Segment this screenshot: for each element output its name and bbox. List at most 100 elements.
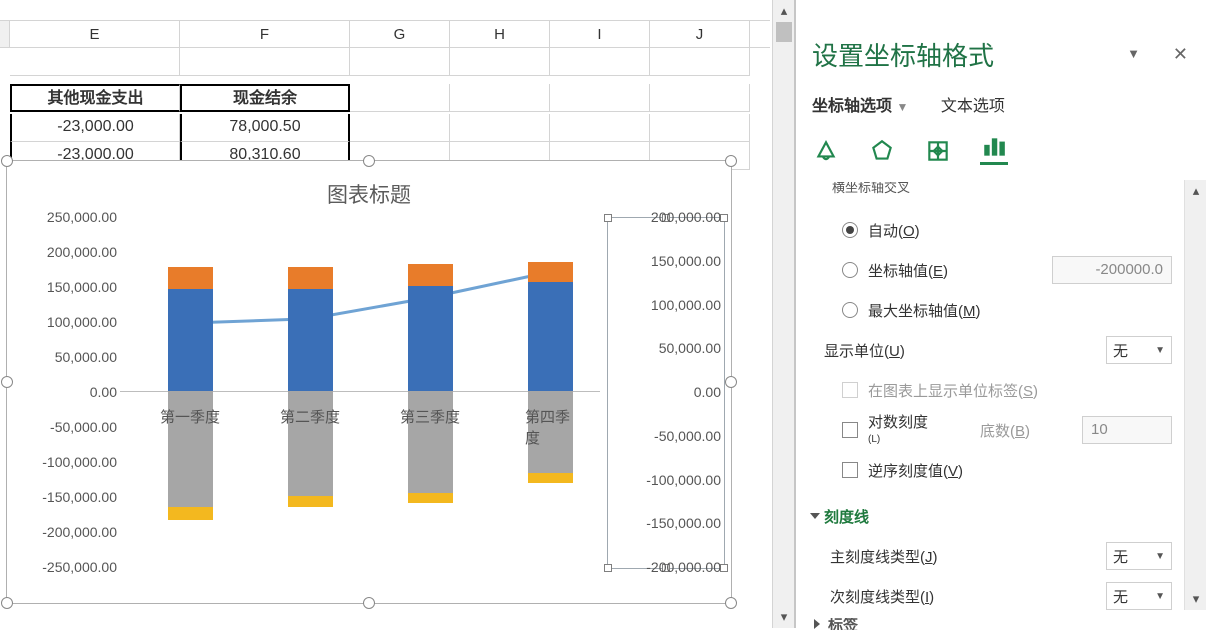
cell-header-other-cash[interactable]: 其他现金支出 <box>10 84 180 112</box>
axis-tick-label: -100,000.00 <box>617 472 721 488</box>
fill-line-icon[interactable] <box>812 137 840 165</box>
chart-resize-handle[interactable] <box>725 597 737 609</box>
col-header-J[interactable]: J <box>650 21 750 47</box>
checkbox-reverse-order[interactable] <box>842 462 858 478</box>
bar-yellow[interactable] <box>168 507 213 521</box>
major-tick-dropdown[interactable]: 无▼ <box>1106 542 1172 570</box>
bar-orange[interactable] <box>408 264 453 286</box>
major-tick-label: 主刻度线类型(J) <box>830 546 938 567</box>
radio-max-axis-value-label: 最大坐标轴值(M) <box>868 300 981 321</box>
axis-tick-label: 200,000.00 <box>617 209 721 225</box>
cell[interactable] <box>550 48 650 76</box>
bar-blue[interactable] <box>408 286 453 391</box>
section-tick-marks[interactable]: 刻度线 <box>824 506 869 527</box>
scroll-thumb[interactable] <box>776 22 792 42</box>
selection-handle[interactable] <box>604 214 612 222</box>
bar-yellow[interactable] <box>528 473 573 483</box>
bar-orange[interactable] <box>528 262 573 282</box>
cell[interactable] <box>550 114 650 142</box>
scroll-up-icon[interactable]: ▴ <box>773 0 795 22</box>
secondary-y-axis[interactable]: 200,000.00 150,000.00 100,000.00 50,000.… <box>617 217 721 567</box>
pane-body: 自动(O) 坐标轴值(E) -200000.0 最大坐标轴值(M) 显示单位(U… <box>812 210 1172 630</box>
pane-close-icon[interactable]: ✕ <box>1173 44 1188 65</box>
tab-text-options[interactable]: 文本选项 <box>941 92 1005 116</box>
checkbox-log-scale[interactable] <box>842 422 858 438</box>
pane-title: 设置坐标轴格式 <box>812 36 994 73</box>
bar-yellow[interactable] <box>288 496 333 506</box>
chart-resize-handle[interactable] <box>1 155 13 167</box>
chart-plot-area[interactable] <box>120 221 600 561</box>
effects-icon[interactable] <box>868 137 896 165</box>
display-units-dropdown[interactable]: 无▼ <box>1106 336 1172 364</box>
col-header-F[interactable]: F <box>180 21 350 47</box>
tab-axis-options[interactable]: 坐标轴选项 ▼ <box>812 92 908 116</box>
cell[interactable] <box>650 84 750 112</box>
bar-blue[interactable] <box>288 289 333 391</box>
col-header-E[interactable]: E <box>10 21 180 47</box>
axis-tick-label: -150,000.00 <box>617 515 721 531</box>
size-properties-icon[interactable] <box>924 137 952 165</box>
expand-icon[interactable] <box>810 513 820 519</box>
bar-yellow[interactable] <box>408 493 453 503</box>
category-label: 第三季度 <box>400 406 460 427</box>
cell-header-cash-balance[interactable]: 现金结余 <box>180 84 350 112</box>
scroll-down-icon[interactable]: ▾ <box>1185 588 1206 610</box>
chart-resize-handle[interactable] <box>363 597 375 609</box>
col-header-I[interactable]: I <box>550 21 650 47</box>
cell[interactable] <box>650 48 750 76</box>
selection-handle[interactable] <box>720 564 728 572</box>
checkbox-show-unit-label <box>842 382 858 398</box>
pane-options-dropdown-icon[interactable]: ▼ <box>1127 46 1140 61</box>
axis-tick-label: 0.00 <box>23 384 117 400</box>
chart-resize-handle[interactable] <box>725 155 737 167</box>
worksheet-scrollbar[interactable]: ▴ ▾ <box>772 0 794 628</box>
bar-blue[interactable] <box>168 289 213 391</box>
radio-auto[interactable] <box>842 222 858 238</box>
col-header-H[interactable]: H <box>450 21 550 47</box>
primary-y-axis[interactable]: 250,000.00 200,000.00 150,000.00 100,000… <box>23 217 117 567</box>
minor-tick-dropdown[interactable]: 无▼ <box>1106 582 1172 610</box>
axis-tick-label: 150,000.00 <box>617 253 721 269</box>
cell[interactable] <box>450 84 550 112</box>
radio-max-axis-value[interactable] <box>842 302 858 318</box>
axis-tick-label: 0.00 <box>617 384 721 400</box>
chart-resize-handle[interactable] <box>1 376 13 388</box>
axis-tick-label: -200,000.00 <box>617 559 721 575</box>
selection-handle[interactable] <box>720 214 728 222</box>
cell[interactable] <box>550 84 650 112</box>
worksheet-area: E F G H I J 其他现金支出 现金结余 -23,000.00 78,00… <box>0 0 795 628</box>
sheet-corner[interactable] <box>0 21 10 47</box>
section-labels[interactable]: 标签 <box>828 618 858 630</box>
cell[interactable] <box>180 48 350 76</box>
chevron-down-icon: ▼ <box>896 100 908 114</box>
radio-auto-label: 自动(O) <box>868 220 920 241</box>
cell[interactable] <box>450 114 550 142</box>
chart-resize-handle[interactable] <box>1 597 13 609</box>
cell[interactable] <box>350 84 450 112</box>
axis-tick-label: -50,000.00 <box>23 419 117 435</box>
cell[interactable] <box>350 114 450 142</box>
scroll-up-icon[interactable]: ▴ <box>1185 180 1206 202</box>
chart-object[interactable]: 图表标题 250,000.00 200,000.00 150,000.00 10… <box>6 160 732 604</box>
chart-title[interactable]: 图表标题 <box>7 179 731 209</box>
bar-orange[interactable] <box>288 267 333 289</box>
radio-axis-value[interactable] <box>842 262 858 278</box>
axis-value-input[interactable]: -200000.0 <box>1052 256 1172 284</box>
scroll-down-icon[interactable]: ▾ <box>773 606 795 628</box>
cell[interactable] <box>650 114 750 142</box>
category-label: 第二季度 <box>280 406 340 427</box>
chart-resize-handle[interactable] <box>725 376 737 388</box>
col-header-G[interactable]: G <box>350 21 450 47</box>
cell[interactable] <box>450 48 550 76</box>
cell[interactable]: 78,000.50 <box>180 114 350 142</box>
pane-scrollbar[interactable]: ▴ ▾ <box>1184 180 1206 610</box>
axis-options-icon[interactable] <box>980 137 1008 165</box>
cell[interactable] <box>350 48 450 76</box>
cell[interactable] <box>10 48 180 76</box>
cell[interactable]: -23,000.00 <box>10 114 180 142</box>
bar-orange[interactable] <box>168 267 213 289</box>
selection-handle[interactable] <box>604 564 612 572</box>
bar-blue[interactable] <box>528 282 573 391</box>
chart-resize-handle[interactable] <box>363 155 375 167</box>
category-axis[interactable]: 第一季度 第二季度 第三季度 第四季度 <box>120 406 600 426</box>
